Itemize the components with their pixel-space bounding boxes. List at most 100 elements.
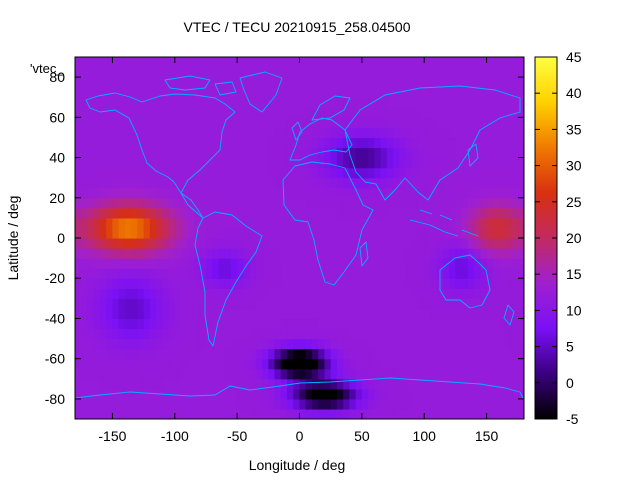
heatmap-cell bbox=[330, 197, 338, 209]
heatmap-cell bbox=[174, 308, 182, 320]
heatmap-cell bbox=[237, 398, 244, 410]
heatmap-cell bbox=[168, 378, 176, 390]
heatmap-cell bbox=[280, 368, 288, 380]
heatmap-cell bbox=[442, 308, 450, 320]
heatmap-cell bbox=[274, 348, 282, 360]
heatmap-cell bbox=[149, 177, 157, 189]
heatmap-cell bbox=[505, 117, 513, 128]
heatmap-cell bbox=[405, 358, 413, 370]
heatmap-cell bbox=[324, 238, 332, 249]
heatmap-cell bbox=[87, 398, 95, 410]
heatmap-cell bbox=[411, 318, 419, 330]
heatmap-cell bbox=[299, 398, 307, 410]
heatmap-cell bbox=[131, 398, 138, 410]
heatmap-cell bbox=[174, 288, 182, 299]
heatmap-cell bbox=[368, 137, 375, 149]
heatmap-cell bbox=[492, 127, 500, 139]
heatmap-cell bbox=[81, 147, 89, 159]
heatmap-cell bbox=[424, 97, 432, 108]
heatmap-cell bbox=[380, 77, 388, 88]
heatmap-cell bbox=[293, 97, 301, 108]
heatmap-cell bbox=[199, 147, 207, 159]
heatmap-cell bbox=[199, 207, 207, 219]
heatmap-cell bbox=[193, 127, 201, 139]
heatmap-cell bbox=[505, 227, 513, 239]
heatmap-cell bbox=[449, 187, 457, 199]
heatmap-cell bbox=[243, 288, 251, 299]
heatmap-cell bbox=[193, 378, 201, 390]
heatmap-cell bbox=[449, 368, 457, 380]
heatmap-cell bbox=[174, 398, 182, 410]
heatmap-cell bbox=[237, 358, 244, 370]
heatmap-cell bbox=[274, 167, 282, 179]
heatmap-cell bbox=[349, 187, 357, 199]
heatmap-cell bbox=[368, 167, 375, 179]
heatmap-cell bbox=[106, 248, 114, 259]
heatmap-cell bbox=[249, 398, 257, 410]
heatmap-cell bbox=[193, 338, 201, 350]
heatmap-cell bbox=[162, 368, 170, 380]
heatmap-cell bbox=[149, 187, 157, 199]
x-tick-label: 150 bbox=[475, 428, 499, 444]
heatmap-cell bbox=[455, 67, 463, 78]
heatmap-cell bbox=[324, 268, 332, 279]
heatmap-cell bbox=[193, 268, 201, 279]
heatmap-cell bbox=[380, 308, 388, 320]
heatmap-cell bbox=[249, 147, 257, 159]
heatmap-cell bbox=[81, 298, 89, 309]
heatmap-cell bbox=[324, 97, 332, 108]
heatmap-cell bbox=[212, 177, 220, 189]
heatmap-cell bbox=[517, 338, 524, 350]
heatmap-cell bbox=[299, 77, 307, 88]
heatmap-cell bbox=[474, 298, 481, 309]
heatmap-cell bbox=[268, 127, 276, 139]
heatmap-cell bbox=[87, 67, 95, 78]
heatmap-cell bbox=[181, 167, 188, 179]
heatmap-cell bbox=[81, 207, 89, 219]
heatmap-cell bbox=[255, 167, 263, 179]
heatmap-cell bbox=[324, 338, 332, 350]
heatmap-cell bbox=[399, 358, 407, 370]
heatmap-cell bbox=[361, 348, 369, 360]
heatmap-cell bbox=[318, 107, 326, 118]
heatmap-cell bbox=[330, 87, 338, 98]
heatmap-cell bbox=[212, 197, 220, 209]
heatmap-cell bbox=[455, 97, 463, 108]
heatmap-cell bbox=[374, 288, 382, 299]
heatmap-cell bbox=[237, 167, 244, 179]
heatmap-cell bbox=[405, 268, 413, 279]
heatmap-cell bbox=[162, 358, 170, 370]
heatmap-cell bbox=[99, 117, 107, 128]
heatmap-cell bbox=[417, 378, 425, 390]
heatmap-cell bbox=[467, 127, 475, 139]
heatmap-cell bbox=[411, 408, 419, 419]
heatmap-cell bbox=[181, 378, 188, 390]
heatmap-cell bbox=[268, 308, 276, 320]
heatmap-cell bbox=[380, 318, 388, 330]
heatmap-cell bbox=[311, 207, 319, 219]
heatmap-cell bbox=[480, 278, 488, 289]
heatmap-cell bbox=[411, 97, 419, 108]
heatmap-cell bbox=[87, 217, 95, 229]
heatmap-cell bbox=[511, 278, 519, 289]
heatmap-cell bbox=[318, 167, 326, 179]
heatmap-cell bbox=[330, 207, 338, 219]
heatmap-cell bbox=[393, 127, 400, 139]
colorbar-tick-label: 5 bbox=[566, 339, 574, 355]
heatmap-cell bbox=[424, 187, 432, 199]
heatmap-cell bbox=[442, 248, 450, 259]
heatmap-cell bbox=[386, 117, 394, 128]
heatmap-cell bbox=[480, 167, 488, 179]
heatmap-cell bbox=[474, 167, 481, 179]
heatmap-cell bbox=[99, 298, 107, 309]
heatmap-cell bbox=[330, 368, 338, 380]
heatmap-cell bbox=[131, 348, 138, 360]
heatmap-cell bbox=[268, 187, 276, 199]
heatmap-cell bbox=[218, 107, 226, 118]
heatmap-cell bbox=[449, 107, 457, 118]
heatmap-cell bbox=[212, 238, 220, 249]
heatmap-cell bbox=[112, 117, 120, 128]
heatmap-cell bbox=[324, 67, 332, 78]
heatmap-cell bbox=[181, 77, 188, 88]
